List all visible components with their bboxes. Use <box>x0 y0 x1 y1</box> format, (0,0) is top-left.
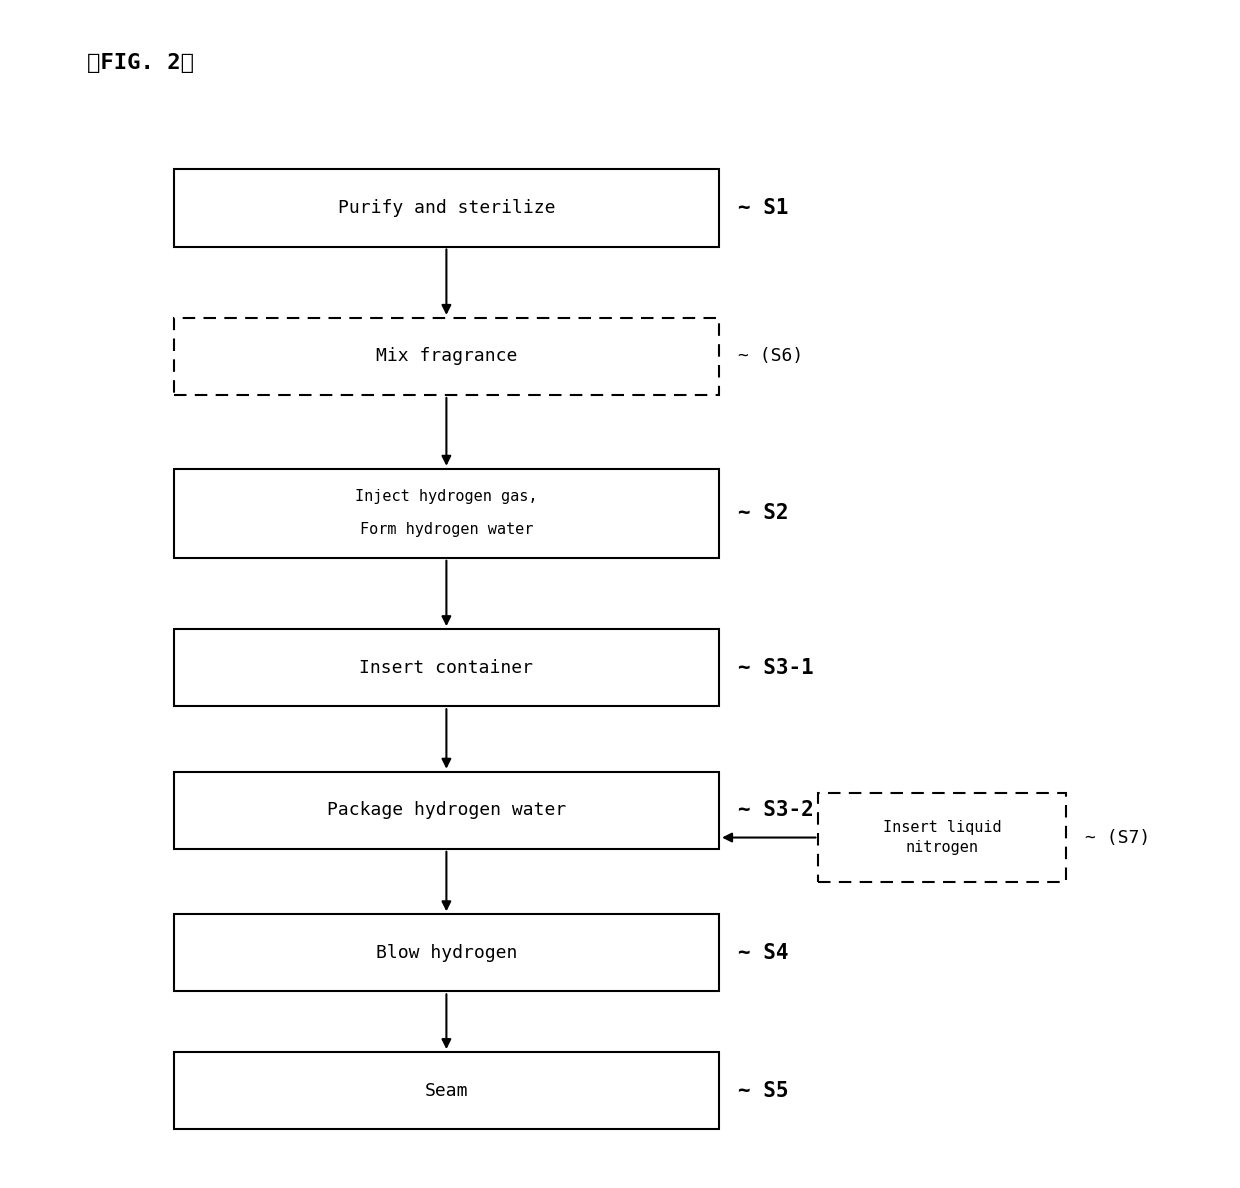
Text: Insert liquid
nitrogen: Insert liquid nitrogen <box>883 820 1002 855</box>
Text: Insert container: Insert container <box>360 658 533 677</box>
FancyBboxPatch shape <box>174 915 719 991</box>
FancyBboxPatch shape <box>174 170 719 247</box>
Text: 【FIG. 2】: 【FIG. 2】 <box>87 53 193 74</box>
Text: ~ (S7): ~ (S7) <box>1085 828 1151 847</box>
Text: ~ S1: ~ S1 <box>738 198 789 217</box>
Text: ~ S2: ~ S2 <box>738 504 789 523</box>
Text: Form hydrogen water: Form hydrogen water <box>360 523 533 537</box>
FancyBboxPatch shape <box>174 630 719 706</box>
Text: ~ S3-2: ~ S3-2 <box>738 801 813 820</box>
Text: Inject hydrogen gas,: Inject hydrogen gas, <box>355 489 538 504</box>
Text: Seam: Seam <box>424 1081 469 1100</box>
Text: Purify and sterilize: Purify and sterilize <box>337 198 556 217</box>
Text: Package hydrogen water: Package hydrogen water <box>327 801 565 820</box>
Text: ~ S3-1: ~ S3-1 <box>738 658 813 677</box>
Text: Blow hydrogen: Blow hydrogen <box>376 943 517 962</box>
Text: ~ (S6): ~ (S6) <box>738 347 804 366</box>
FancyBboxPatch shape <box>174 1053 719 1129</box>
FancyBboxPatch shape <box>174 772 719 848</box>
Text: Mix fragrance: Mix fragrance <box>376 347 517 366</box>
FancyBboxPatch shape <box>174 318 719 394</box>
Text: ~ S4: ~ S4 <box>738 943 789 962</box>
FancyBboxPatch shape <box>174 469 719 558</box>
Text: ~ S5: ~ S5 <box>738 1081 789 1100</box>
FancyBboxPatch shape <box>818 794 1066 881</box>
